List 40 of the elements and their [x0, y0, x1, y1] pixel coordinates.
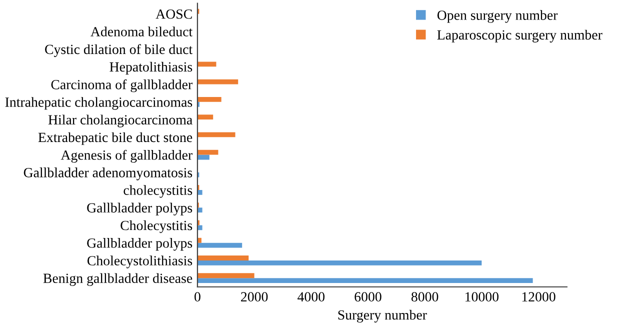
bar: [197, 132, 236, 138]
y-tick-label: Benign gallbladder disease: [43, 273, 192, 286]
x-tick-label: 0: [194, 292, 200, 302]
y-tick-label: Hilar cholangiocarcinoma: [48, 114, 192, 128]
x-tick-label: 6000: [354, 292, 382, 302]
x-tick-label: 4000: [298, 292, 325, 302]
y-tick-label: Agenesis of gallbladder: [60, 150, 192, 163]
y-tick-label: Gallbladder adenomyomatosis: [24, 168, 192, 180]
y-tick-label: Gallbladder polyps: [87, 202, 192, 216]
bar: [197, 256, 249, 260]
y-tick-label: AOSC: [156, 9, 192, 19]
bar: [197, 190, 202, 195]
bar: [197, 242, 242, 248]
x-axis-title: Surgery number: [338, 310, 427, 323]
y-tick-label: Intrahepatic cholangiocarcinomas: [5, 97, 192, 110]
x-tick-label: 12000: [522, 292, 556, 302]
bar: [197, 208, 202, 213]
y-tick-label: Hepatolithiasis: [110, 62, 192, 74]
bar: [197, 114, 214, 120]
x-tick-label: 2000: [241, 292, 268, 302]
bar: [197, 278, 533, 284]
y-tick-label: cholecystitis: [124, 185, 192, 198]
bar: [197, 79, 238, 84]
bar: [197, 62, 216, 67]
bar: [197, 225, 202, 230]
y-tick-label: Cholecystitis: [120, 220, 192, 234]
bar: [197, 96, 222, 102]
bar: [197, 260, 482, 266]
bar: [197, 150, 218, 155]
legend-label: Open surgery number: [437, 10, 558, 23]
y-tick-label: Gallbladder polyps: [87, 238, 192, 251]
y-tick-label: Adenoma bileduct: [90, 26, 193, 36]
y-tick-label: Cystic dilation of bile duct: [45, 44, 193, 57]
x-tick-label: 8000: [411, 292, 438, 302]
y-tick-label: Extrabepatic bile duct stone: [38, 132, 192, 145]
x-tick-label: 10000: [466, 292, 498, 302]
y-tick-label: Carcinoma of gallbladder: [51, 79, 192, 92]
y-tick-label: Cholecystolithiasis: [87, 256, 192, 268]
bar: [197, 273, 254, 278]
legend-label: Laparoscopic surgery number: [437, 30, 602, 42]
